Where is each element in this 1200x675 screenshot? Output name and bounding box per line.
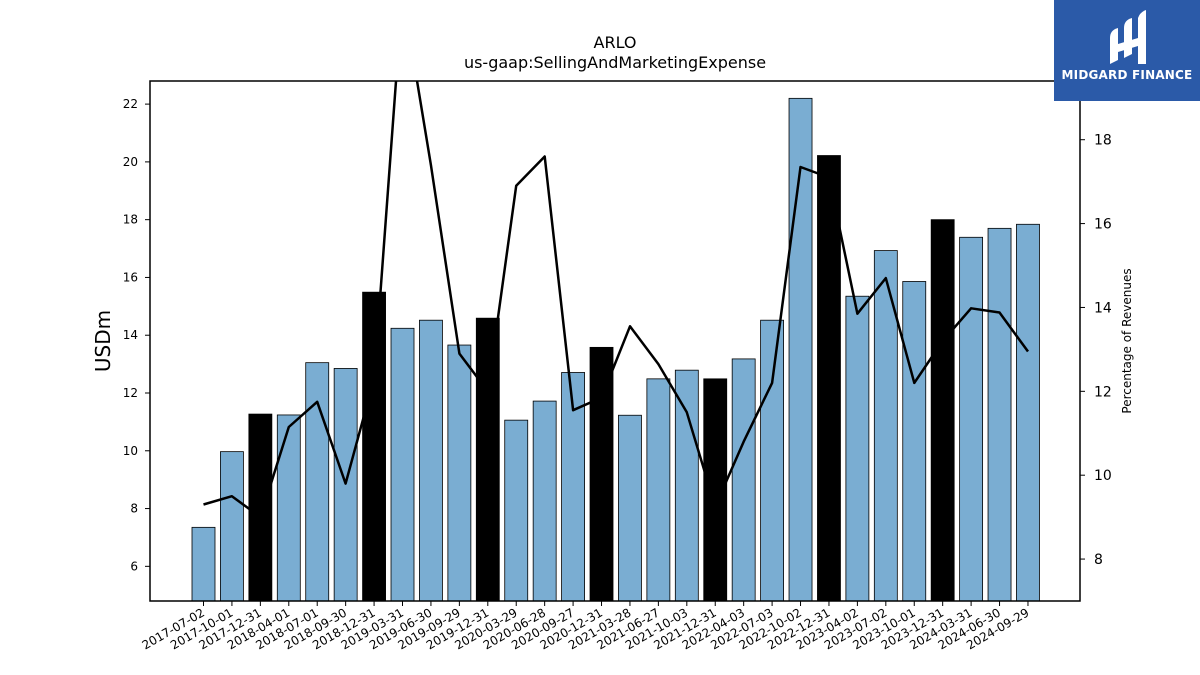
bar-2020-12-31 [589, 346, 614, 601]
plot-frame [149, 80, 1081, 602]
bar-2017-10-01 [220, 451, 244, 601]
percentage-of-revenues-line [203, 81, 1030, 519]
y2-tick-label: 10 [1094, 468, 1112, 484]
bar-2019-06-30 [419, 319, 443, 601]
chart-title: ARLO [594, 33, 637, 52]
bar-2021-10-03 [674, 369, 699, 601]
bar-2022-04-03 [731, 358, 756, 601]
bar-2024-09-29 [1016, 223, 1040, 601]
bar-2019-12-31 [475, 317, 500, 601]
y2-tick-label: 18 [1094, 133, 1112, 149]
y-tick-label: 6 [130, 559, 138, 573]
bar-2017-07-02 [191, 526, 216, 601]
brand-logo: MIDGARD FINANCE [1054, 0, 1200, 101]
y-tick-label: 8 [130, 502, 138, 516]
bar-2024-03-31 [959, 236, 984, 601]
y2-tick-label: 16 [1094, 217, 1112, 233]
y-tick-label: 12 [123, 386, 138, 400]
bar-2018-07-01 [305, 362, 330, 601]
bar-2017-12-31 [248, 413, 273, 601]
bar-2023-10-01 [902, 281, 927, 601]
bar-2019-09-29 [447, 344, 472, 601]
brand-name: MIDGARD FINANCE [1061, 68, 1193, 82]
bar-2023-12-31 [930, 219, 955, 601]
midgard-logo-icon [1110, 10, 1146, 64]
chart-subtitle: us-gaap:SellingAndMarketingExpense [464, 53, 766, 72]
y-tick-label: 18 [123, 213, 138, 227]
y2-tick-label: 14 [1094, 300, 1112, 316]
y2-tick-label: 8 [1094, 552, 1103, 568]
bar-2020-03-29 [504, 419, 529, 601]
bar-2021-03-28 [618, 414, 642, 601]
bar-2023-04-02 [845, 295, 870, 601]
y-tick-label: 22 [123, 97, 138, 111]
bar-2024-06-30 [987, 227, 1012, 601]
bar-2022-07-03 [760, 319, 784, 601]
bar-2018-04-01 [276, 414, 301, 601]
y-axis-label: USDm [91, 310, 115, 372]
line-series [203, 81, 1030, 519]
bar-2022-12-31 [817, 155, 841, 601]
y-tick-label: 10 [123, 444, 138, 458]
bar-2021-12-31 [703, 378, 728, 601]
y-tick-label: 16 [123, 270, 138, 284]
bar-2020-09-27 [561, 372, 585, 601]
y-tick-label: 20 [123, 155, 138, 169]
bar-2021-06-27 [646, 378, 671, 601]
y2-axis-label: Percentage of Revenues [1120, 268, 1134, 413]
bar-2019-03-31 [390, 327, 415, 601]
y-tick-label: 14 [123, 328, 138, 342]
y2-tick-label: 12 [1094, 384, 1112, 400]
bar-2018-12-31 [362, 291, 386, 601]
bar-series [191, 97, 1040, 601]
bar-2020-06-28 [532, 400, 557, 601]
